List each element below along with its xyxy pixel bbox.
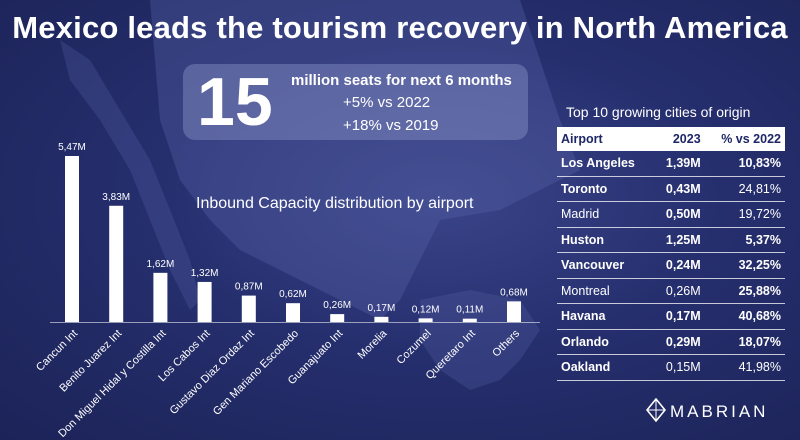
city-seats: 0,50M (654, 201, 705, 228)
city-change: 19,72% (704, 201, 785, 228)
bar (330, 314, 345, 322)
x-tick-label: Gen Mariano Escobedo (211, 328, 301, 418)
data-label: 0,62M (279, 289, 307, 300)
city-change: 5,37% (704, 227, 785, 253)
header-change: % vs 2022 (704, 127, 785, 151)
city-name: Huston (557, 227, 654, 253)
data-label: 5,47M (58, 142, 86, 153)
city-name: Orlando (557, 329, 654, 355)
kpi-card: 15 million seats for next 6 months +5% v… (183, 64, 528, 140)
bar (197, 281, 212, 322)
data-label: 0,87M (235, 282, 263, 293)
bar (462, 318, 477, 322)
city-seats: 0,43M (654, 176, 705, 202)
data-label: 0,11M (456, 305, 483, 316)
x-tick-label: Morelia (356, 327, 391, 362)
table-row: Montreal 0,26M 25,88% (557, 278, 785, 304)
table-row: Havana 0,17M 40,68% (557, 303, 785, 330)
city-name: Los Angeles (557, 151, 654, 177)
bar (286, 303, 300, 322)
kpi-label: million seats for next 6 months (291, 72, 512, 89)
table-row: Orlando 0,29M 18,07% (557, 329, 785, 355)
header-airport: Airport (557, 127, 654, 151)
city-change: 25,88% (704, 278, 785, 304)
city-seats: 0,15M (654, 354, 705, 381)
kpi-number: 15 (197, 64, 273, 140)
city-change: 10,83% (704, 151, 785, 177)
city-seats: 1,39M (654, 151, 705, 177)
city-seats: 0,24M (654, 252, 705, 279)
data-label: 1,62M (147, 259, 175, 270)
data-label: 1,32M (191, 268, 219, 279)
chart-title: Inbound Capacity distribution by airport (196, 195, 474, 212)
data-label: 0,17M (368, 303, 396, 314)
city-seats: 0,26M (654, 278, 705, 304)
table-row: Huston 1,25M 5,37% (557, 227, 785, 253)
city-change: 41,98% (704, 354, 785, 381)
city-name: Havana (557, 303, 654, 330)
city-name: Toronto (557, 176, 654, 202)
x-tick-label: Gustavo Diaz Ordaz Int (168, 328, 257, 417)
kpi-growth-2022: +5% vs 2022 (343, 94, 431, 111)
table-row: Toronto 0,43M 24,81% (557, 176, 785, 202)
bar (418, 318, 433, 322)
city-change: 18,07% (704, 329, 785, 355)
city-name: Oakland (557, 354, 654, 381)
table-row: Madrid 0,50M 19,72% (557, 201, 785, 228)
data-label: 0,68M (500, 287, 528, 298)
cities-table: Airport 2023 % vs 2022 Los Angeles 1,39M… (557, 127, 785, 381)
city-seats: 0,17M (654, 303, 705, 330)
city-seats: 1,25M (654, 227, 705, 253)
city-change: 40,68% (704, 303, 785, 330)
bar (65, 156, 79, 322)
data-label: 3,83M (102, 192, 130, 203)
table-row: Los Angeles 1,39M 10,83% (557, 151, 785, 177)
bar (507, 301, 521, 322)
table-header-row: Airport 2023 % vs 2022 (557, 127, 785, 151)
table-title: Top 10 growing cities of origin (566, 104, 751, 120)
city-change: 24,81% (704, 176, 785, 202)
bar (374, 316, 389, 322)
city-change: 32,25% (704, 252, 785, 279)
x-tick-label: Others (490, 327, 522, 359)
kpi-growth-2019: +18% vs 2019 (343, 117, 439, 134)
data-label: 0,26M (323, 300, 351, 311)
bar (241, 295, 256, 322)
city-name: Madrid (557, 201, 654, 228)
city-name: Vancouver (557, 252, 654, 279)
table-row: Oakland 0,15M 41,98% (557, 354, 785, 381)
data-label: 0,12M (412, 304, 440, 315)
x-tick-label: Cancun Int (34, 328, 80, 374)
city-seats: 0,29M (654, 329, 705, 355)
city-name: Montreal (557, 278, 654, 304)
header-year: 2023 (654, 127, 705, 151)
bar (153, 272, 168, 322)
bar (109, 205, 124, 322)
brand-name: MABRIAN (670, 402, 769, 421)
x-tick-label: Cozumel (395, 328, 434, 367)
mabrian-logo-icon (646, 398, 666, 422)
table-row: Vancouver 0,24M 32,25% (557, 252, 785, 279)
page-title: Mexico leads the tourism recovery in Nor… (12, 10, 788, 45)
